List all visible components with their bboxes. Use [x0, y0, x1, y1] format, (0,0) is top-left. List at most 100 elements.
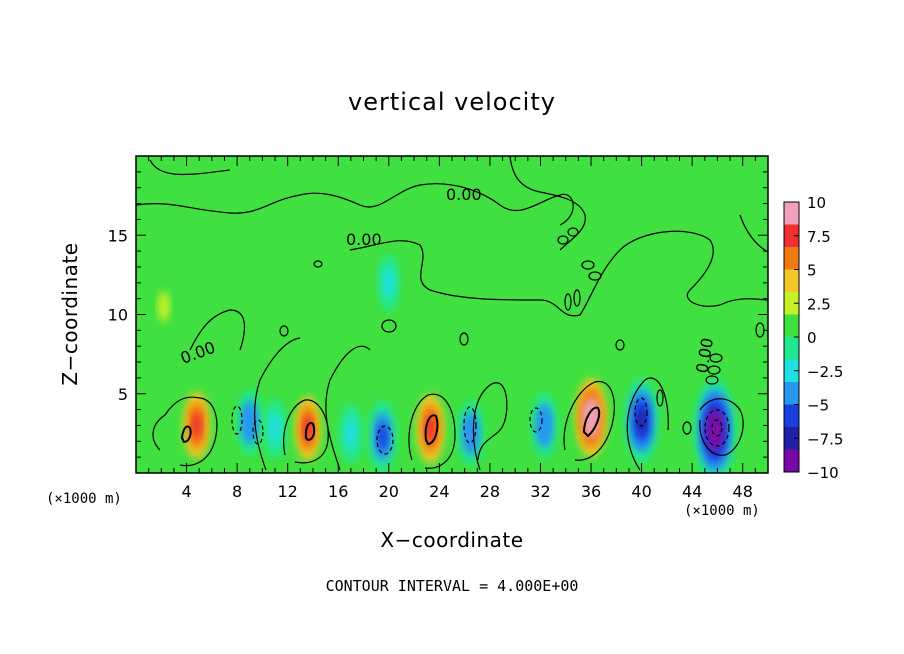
contour-small-loop: [615, 339, 625, 351]
contour-line: [472, 382, 508, 471]
contour-small-loop: [313, 260, 323, 268]
contour-interval-text: CONTOUR INTERVAL = 4.000E+00: [325, 577, 579, 595]
colorbar-swatch: [784, 359, 799, 383]
x-tick-label: 4: [181, 482, 191, 501]
x-tick-label: 12: [278, 482, 298, 501]
contour-line-thick: [304, 422, 316, 442]
field-blob: [539, 413, 550, 438]
x-tick-label: 16: [328, 482, 348, 501]
contour-line-thick: [582, 406, 601, 438]
contour-line: [739, 214, 768, 253]
y-axis-label: Z−coordinate: [58, 242, 82, 386]
field-blob: [344, 417, 358, 450]
contour-line: [189, 309, 245, 351]
contour-line: [563, 380, 615, 461]
contour-small-loop: [459, 332, 469, 346]
contour-small-loop: [682, 421, 692, 435]
colorbar-tick-label: −2.5: [807, 363, 843, 381]
contour-small-loop: [564, 293, 572, 311]
contour-negative: [704, 409, 730, 447]
contour-line: [254, 337, 301, 471]
contour-small-loop: [573, 289, 581, 307]
colorbar-tick-label: 2.5: [807, 295, 831, 313]
contour-line: [283, 399, 329, 464]
x-unit-label-left: (×1000 m): [46, 491, 122, 507]
field-blob: [382, 267, 395, 299]
contour-line: [699, 398, 744, 456]
x-axis: 4 8 12 16 20 24 28 32 36 40 44 48: [135, 156, 769, 501]
contour-small-loop: [709, 353, 723, 363]
contour-negative: [529, 407, 543, 433]
contour-line: [149, 159, 231, 175]
colorbar-swatch: [784, 247, 799, 270]
contour-small-loop: [588, 271, 602, 281]
field-blob: [268, 412, 282, 445]
field-layer: [152, 254, 736, 473]
colorbar-swatch: [784, 292, 799, 315]
field-blob: [244, 409, 255, 435]
negative-contours: [231, 397, 730, 455]
contour-line-thick: [424, 414, 439, 446]
contour-small-loop: [567, 227, 579, 237]
plot-area: 0.000.000.00 0.00 4 8 12 16 20 24 28 32 36 40 44 48 …: [108, 155, 769, 501]
colorbar-swatch: [784, 427, 799, 450]
x-unit-label-right: (×1000 m): [684, 503, 760, 519]
contour-negative: [634, 397, 648, 427]
x-tick-label: 32: [530, 482, 550, 501]
colorbar-tick-label: −10: [807, 464, 839, 482]
contour-line: [325, 345, 371, 471]
x-tick-label: 24: [429, 482, 449, 501]
colorbar-swatch: [784, 404, 799, 428]
contour-line: [152, 396, 218, 467]
colorbar-tick-label: 0: [807, 329, 817, 347]
x-tick-label: 28: [480, 482, 500, 501]
colorbar-swatch: [784, 449, 799, 473]
field-blob: [191, 412, 202, 439]
x-tick-label: 8: [232, 482, 242, 501]
field-blob: [636, 408, 647, 433]
colorbar-tick-label: 7.5: [807, 228, 831, 246]
colorbar-swatch: [784, 224, 799, 248]
contour-negative: [252, 419, 264, 445]
colorbar-tick-label: 5: [807, 262, 817, 280]
contour-negative: [711, 419, 723, 437]
contour-negative: [463, 406, 477, 444]
y-tick-label: 5: [118, 385, 128, 404]
field-blob: [586, 406, 596, 429]
contour-label: 0.00: [446, 185, 482, 204]
contour-negative: [231, 405, 243, 435]
colorbar-swatch: [784, 382, 799, 405]
x-tick-label: 36: [581, 482, 601, 501]
colorbar-swatch: [784, 337, 799, 360]
contour-negative: [376, 425, 394, 455]
colorbar-swatch: [784, 269, 799, 293]
contour-label: 0.00: [346, 230, 382, 249]
contour-small-loop: [707, 365, 721, 375]
contour-small-loop: [581, 260, 595, 270]
contour-small-loop: [381, 319, 397, 333]
field-blob: [157, 291, 170, 322]
chart-title: vertical velocity: [348, 88, 556, 116]
y-axis: 5 10 15: [108, 155, 768, 474]
x-axis-label: X−coordinate: [380, 528, 524, 552]
x-tick-label: 40: [631, 482, 651, 501]
contour-layer: [136, 156, 768, 471]
x-tick-label: 44: [682, 482, 702, 501]
colorbar-tick-label: −7.5: [807, 430, 843, 448]
y-tick-label: 10: [108, 306, 128, 325]
colorbar-swatch: [784, 314, 799, 338]
contour-line-thick: [180, 425, 192, 444]
contour-line: [349, 230, 768, 317]
contour-small-loop: [656, 389, 664, 407]
field-blob: [303, 416, 313, 441]
colorbar-swatch: [784, 202, 799, 225]
colorbar-tick-label: 10: [807, 194, 826, 212]
x-tick-label: 48: [733, 482, 753, 501]
contour-small-loop: [705, 375, 719, 385]
y-tick-label: 15: [108, 226, 128, 245]
contour-line: [626, 377, 669, 471]
colorbar-tick-label: −5: [807, 397, 829, 415]
contour-small-loop: [557, 235, 569, 245]
field-blob: [710, 418, 720, 443]
